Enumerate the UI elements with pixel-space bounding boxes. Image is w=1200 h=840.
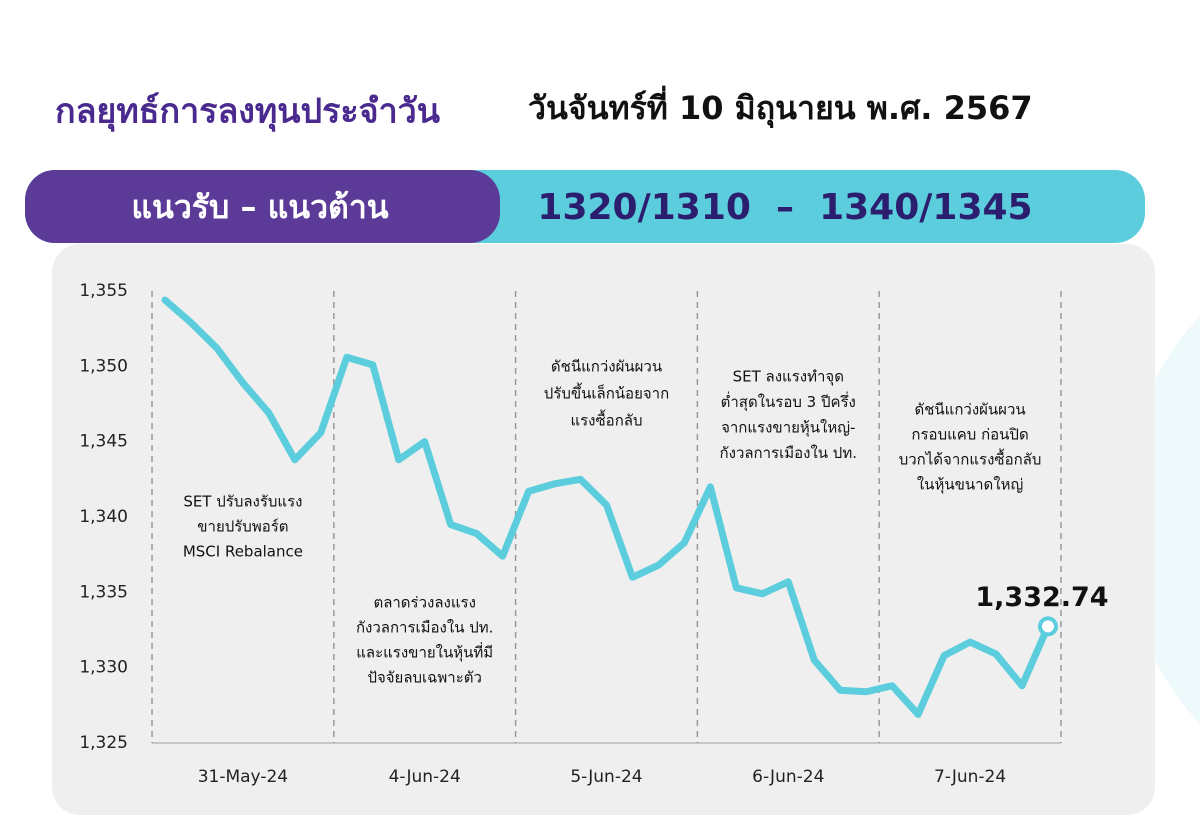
- y-tick-label: 1,340: [79, 507, 128, 527]
- y-tick-label: 1,325: [79, 733, 128, 753]
- y-tick-label: 1,345: [79, 432, 128, 452]
- annotation: กังวลการเมืองใน ปท.: [720, 444, 857, 462]
- date: วันจันทร์ที่ 10 มิถุนายน พ.ศ. 2567: [528, 85, 1033, 129]
- levels-value: 1320/1310 – 1340/1345: [537, 187, 1032, 228]
- title: กลยุทธ์การลงทุนประจำวัน: [55, 92, 440, 133]
- annotation: กรอบแคบ ก่อนปิด: [911, 426, 1028, 444]
- y-tick-label: 1,355: [79, 281, 128, 301]
- end-point: [1037, 616, 1058, 637]
- annotation: ขายปรับพอร์ต: [197, 518, 288, 536]
- annotation: บวกได้จากแรงซื้อกลับ: [899, 449, 1042, 469]
- y-tick-label: 1,330: [79, 658, 128, 678]
- annotation: ในหุ้นขนาดใหญ่: [917, 476, 1023, 495]
- levels-label-bg: [25, 170, 500, 243]
- annotation: ดัชนีแกว่งผันผวน: [914, 401, 1025, 419]
- annotation: ปัจจัยลบเฉพาะตัว: [367, 669, 481, 687]
- price-line: [161, 296, 1052, 718]
- x-tick-label: 4-Jun-24: [389, 767, 461, 787]
- y-tick-label: 1,335: [79, 582, 128, 602]
- annotation: แรงซื้อกลับ: [570, 410, 642, 430]
- annotation: SET ปรับลงรับแรง: [183, 493, 302, 511]
- annotation: ดัชนีแกว่งผันผวน: [551, 358, 662, 376]
- annotation: จากแรงขายหุ้นใหญ่-: [721, 419, 855, 438]
- chart-panel: [52, 244, 1155, 815]
- value-label: 1,332.74: [975, 582, 1108, 613]
- x-tick-label: 7-Jun-24: [934, 767, 1006, 787]
- levels-label: แนวรับ – แนวต้าน: [131, 188, 388, 226]
- x-tick-label: 5-Jun-24: [570, 767, 642, 787]
- annotation: ปรับขึ้นเล็กน้อยจาก: [544, 383, 669, 403]
- annotation: ตลาดร่วงลงแรง: [373, 594, 475, 612]
- y-tick-label: 1,350: [79, 356, 128, 376]
- x-tick-label: 31-May-24: [198, 767, 288, 787]
- annotation: MSCI Rebalance: [183, 543, 303, 561]
- annotation: และแรงขายในหุ้นที่มี: [356, 642, 493, 663]
- plot: 1,325 1,330 1,335 1,340 1,345 1,350 1,355 31-Ma…: [79, 281, 1108, 787]
- annotation: SET ลงแรงทำจุด: [733, 368, 844, 387]
- annotation: กังวลการเมืองใน ปท.: [356, 619, 493, 637]
- x-tick-label: 6-Jun-24: [752, 767, 824, 787]
- annotation: ต่ำสุดในรอบ 3 ปีครึ่ง: [721, 391, 856, 412]
